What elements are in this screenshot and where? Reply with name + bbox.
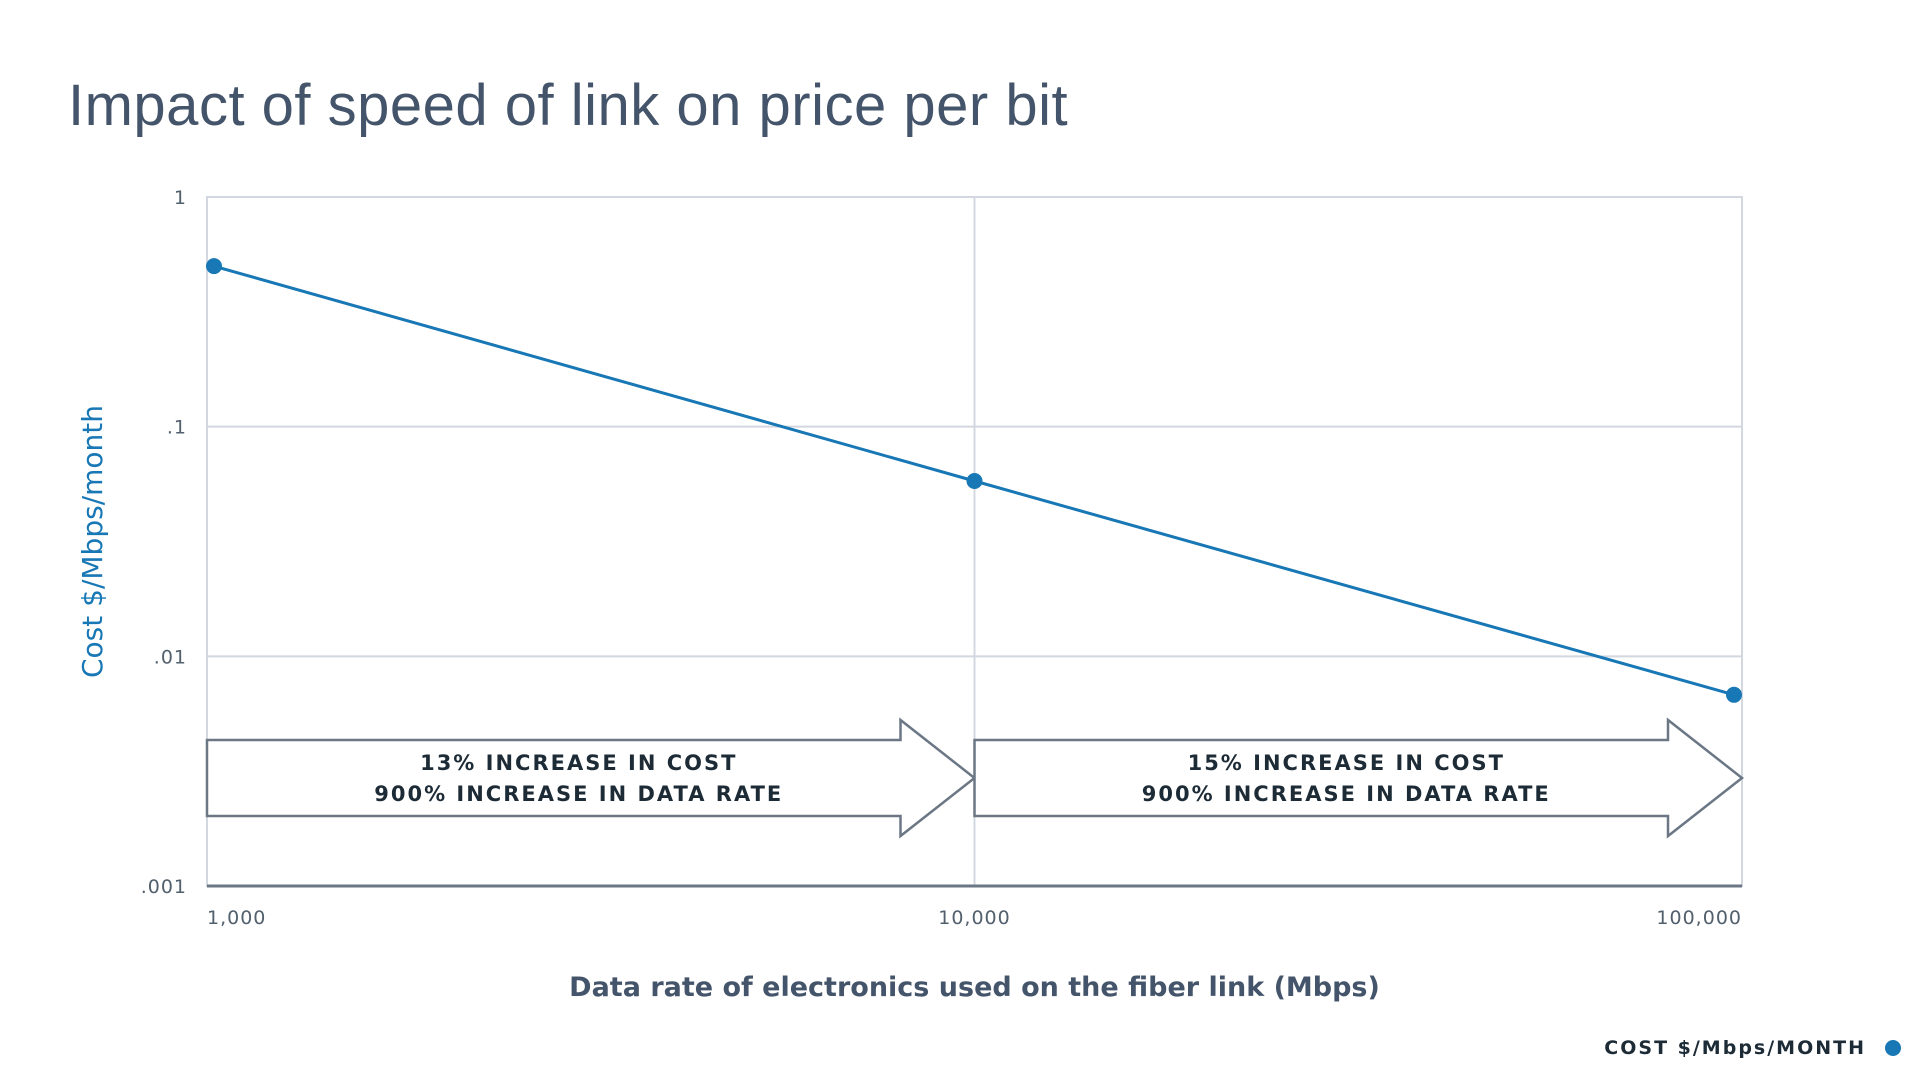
x-tick-label: 100,000	[1656, 907, 1742, 929]
x-tick-label: 10,000	[938, 907, 1010, 929]
annotation-label: 900% INCREASE IN DATA RATE	[374, 782, 783, 806]
y-tick-label: 1	[174, 187, 187, 209]
annotation-arrow	[205, 717, 977, 839]
legend-marker	[1885, 1040, 1901, 1056]
annotation-label: 15% INCREASE IN COST	[1188, 751, 1505, 775]
annotation-label: 900% INCREASE IN DATA RATE	[1142, 782, 1551, 806]
legend-label: COST $/Mbps/MONTH	[1604, 1037, 1866, 1059]
x-tick-label: 1,000	[207, 907, 266, 929]
data-point	[206, 258, 222, 275]
x-axis-title: Data rate of electronics used on the fib…	[569, 972, 1380, 1003]
data-point	[1726, 686, 1742, 703]
y-tick-label: .01	[154, 646, 187, 668]
y-tick-label: .001	[141, 876, 187, 898]
chart-title: Impact of speed of link on price per bit	[68, 73, 1069, 138]
y-tick-label: .1	[167, 417, 187, 439]
annotation-arrow	[973, 717, 1745, 839]
annotation-label: 13% INCREASE IN COST	[420, 751, 737, 775]
data-point	[966, 472, 983, 489]
y-axis-title: Cost $/Mbps/month	[76, 405, 109, 678]
